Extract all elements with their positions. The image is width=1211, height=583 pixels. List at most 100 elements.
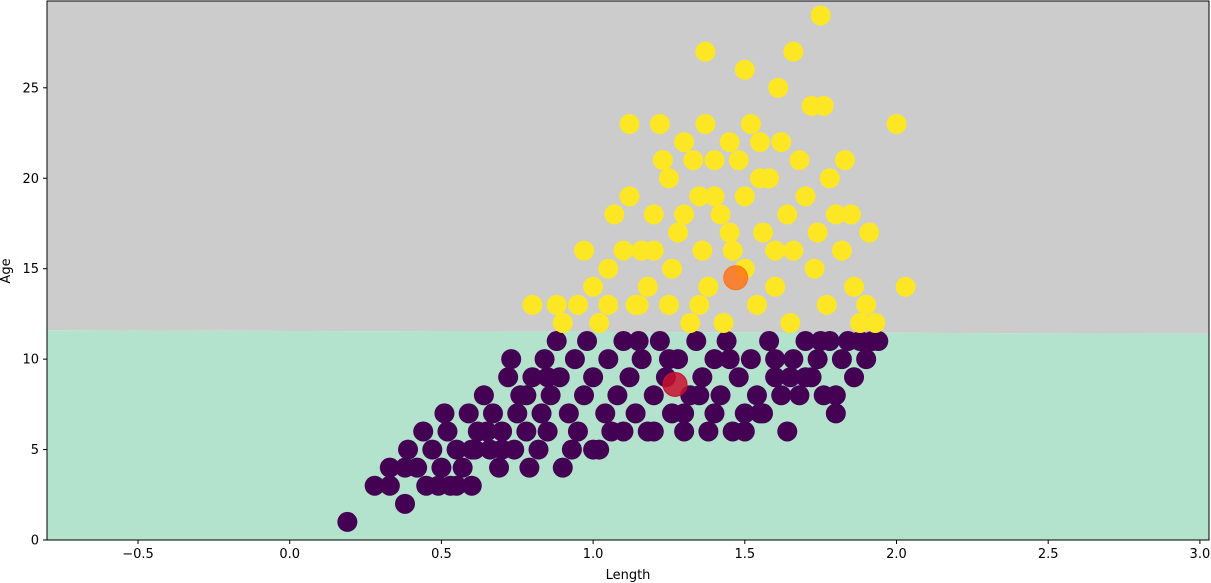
data-point-class-0 (431, 457, 452, 478)
data-point-class-0 (516, 385, 537, 406)
y-tick-label: 5 (31, 443, 39, 458)
data-point-class-0 (413, 421, 434, 442)
data-point-class-1 (649, 113, 670, 134)
data-point-class-1 (719, 132, 740, 153)
data-point-class-1 (819, 168, 840, 189)
data-point-class-0 (686, 331, 707, 352)
data-point-class-0 (674, 403, 695, 424)
data-point-class-1 (567, 294, 588, 315)
data-point-class-1 (713, 312, 734, 333)
data-point-class-1 (807, 222, 828, 243)
data-point-class-1 (850, 312, 871, 333)
data-point-class-0 (364, 475, 385, 496)
data-point-class-1 (746, 294, 767, 315)
data-point-class-0 (868, 331, 889, 352)
data-point-class-0 (771, 385, 792, 406)
data-point-class-0 (434, 403, 455, 424)
data-point-class-0 (577, 331, 598, 352)
data-point-class-0 (507, 403, 528, 424)
data-point-class-0 (337, 511, 358, 532)
data-point-class-0 (613, 331, 634, 352)
data-point-class-0 (704, 403, 725, 424)
y-axis-label: Age (0, 258, 14, 283)
data-point-class-1 (816, 294, 837, 315)
data-point-class-0 (528, 439, 549, 460)
data-point-class-0 (728, 367, 749, 388)
y-tick-label: 15 (22, 262, 39, 277)
data-point-class-0 (710, 385, 731, 406)
data-point-class-0 (498, 367, 519, 388)
data-point-class-0 (561, 439, 582, 460)
data-point-class-1 (598, 258, 619, 279)
data-point-class-0 (856, 349, 877, 370)
data-point-class-1 (628, 294, 649, 315)
data-point-class-0 (598, 349, 619, 370)
data-point-class-0 (625, 403, 646, 424)
data-point-class-0 (567, 421, 588, 442)
data-point-class-0 (734, 421, 755, 442)
y-tick-label: 20 (22, 172, 39, 187)
data-point-class-0 (692, 367, 713, 388)
data-point-class-1 (658, 294, 679, 315)
data-point-class-1 (753, 222, 774, 243)
data-point-class-1 (692, 240, 713, 261)
data-point-class-1 (722, 240, 743, 261)
data-point-class-0 (552, 457, 573, 478)
y-tick-label: 0 (31, 534, 39, 549)
data-point-class-1 (619, 186, 640, 207)
data-point-class-1 (674, 132, 695, 153)
data-point-class-1 (765, 276, 786, 297)
data-point-class-1 (886, 113, 907, 134)
data-point-class-1 (661, 258, 682, 279)
data-point-class-0 (489, 457, 510, 478)
data-point-class-0 (461, 439, 482, 460)
data-point-class-0 (844, 367, 865, 388)
data-point-class-1 (771, 132, 792, 153)
data-point-class-0 (698, 421, 719, 442)
x-tick-label: −0.5 (122, 547, 154, 562)
data-point-class-1 (637, 276, 658, 297)
data-point-class-1 (844, 276, 865, 297)
data-point-class-0 (379, 475, 400, 496)
data-point-class-0 (492, 439, 513, 460)
data-point-class-1 (695, 41, 716, 62)
data-point-class-1 (658, 168, 679, 189)
y-tick-label: 25 (22, 81, 39, 96)
data-point-class-1 (895, 276, 916, 297)
data-point-class-0 (422, 439, 443, 460)
data-point-class-0 (558, 403, 579, 424)
data-point-class-1 (689, 186, 710, 207)
data-point-class-1 (583, 276, 604, 297)
data-point-class-0 (537, 421, 558, 442)
data-point-class-0 (740, 349, 761, 370)
data-point-class-0 (564, 349, 585, 370)
data-point-class-0 (407, 457, 428, 478)
data-point-class-1 (834, 150, 855, 171)
data-point-class-0 (631, 349, 652, 370)
data-point-class-0 (704, 349, 725, 370)
plot-area (46, 0, 1210, 541)
data-point-class-1 (795, 186, 816, 207)
data-point-class-0 (777, 421, 798, 442)
data-point-class-0 (461, 475, 482, 496)
data-point-class-0 (734, 403, 755, 424)
data-point-class-0 (583, 367, 604, 388)
y-axis-ticks: 0 5 10 15 20 25 (22, 81, 47, 549)
data-point-class-0 (619, 367, 640, 388)
data-point-class-1 (768, 77, 789, 98)
x-tick-label: 1.5 (734, 547, 755, 562)
data-point-class-1 (683, 150, 704, 171)
data-point-class-0 (643, 385, 664, 406)
data-point-class-1 (749, 132, 770, 153)
data-point-class-0 (492, 421, 513, 442)
plot-frame (46, 0, 1210, 541)
data-point-class-1 (840, 204, 861, 225)
data-point-class-1 (804, 258, 825, 279)
data-point-class-0 (795, 331, 816, 352)
data-point-class-0 (446, 439, 467, 460)
data-point-class-0 (643, 421, 664, 442)
x-tick-label: 0.0 (279, 547, 300, 562)
data-point-class-0 (537, 367, 558, 388)
data-point-class-1 (668, 222, 689, 243)
data-point-class-0 (595, 403, 616, 424)
